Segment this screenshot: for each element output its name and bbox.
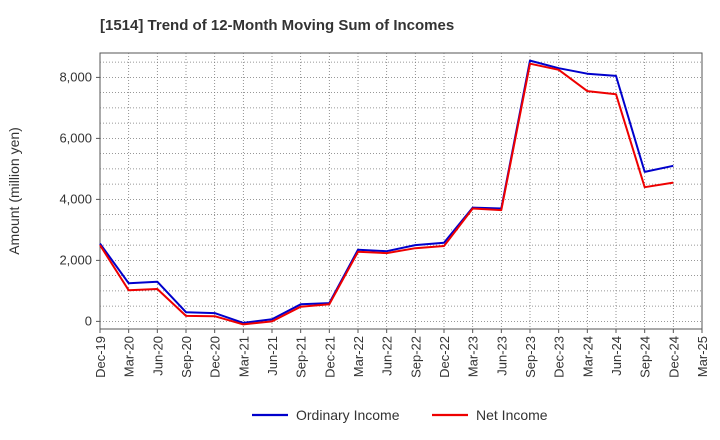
x-tick-label: Dec-21 bbox=[322, 336, 337, 378]
x-tick-label: Mar-25 bbox=[695, 336, 710, 377]
y-tick-label: 0 bbox=[85, 313, 92, 328]
x-tick-label: Jun-20 bbox=[150, 336, 165, 376]
legend-label-net-income: Net Income bbox=[476, 407, 548, 423]
y-tick-label: 8,000 bbox=[59, 69, 92, 84]
x-tick-label: Dec-22 bbox=[437, 336, 452, 378]
y-tick-label: 4,000 bbox=[59, 191, 92, 206]
x-tick-label: Jun-22 bbox=[380, 336, 395, 376]
legend-label-ordinary-income: Ordinary Income bbox=[296, 407, 400, 423]
x-tick-label: Mar-22 bbox=[351, 336, 366, 377]
plot-frame bbox=[99, 52, 703, 330]
x-tick-label: Dec-19 bbox=[93, 336, 108, 378]
series-line-net-income bbox=[99, 62, 674, 326]
x-tick-label: Sep-24 bbox=[638, 336, 653, 378]
x-tick-label: Mar-23 bbox=[466, 336, 481, 377]
x-tick-label: Dec-23 bbox=[552, 336, 567, 378]
x-tick-label: Mar-20 bbox=[122, 336, 137, 377]
series-line-ordinary-income bbox=[99, 59, 674, 324]
y-axis-label: Amount (million yen) bbox=[6, 127, 22, 255]
x-tick-label: Jun-24 bbox=[609, 336, 624, 376]
x-tick-label: Jun-23 bbox=[494, 336, 509, 376]
x-tick-label: Jun-21 bbox=[265, 336, 280, 376]
x-tick-label: Sep-23 bbox=[523, 336, 538, 378]
y-tick-label: 2,000 bbox=[59, 252, 92, 267]
x-tick-label: Sep-20 bbox=[179, 336, 194, 378]
plot-area: 0 2,000 4,000 6,000 8,000 Dec-19 Mar-20 Jun-20 S… bbox=[59, 52, 710, 378]
x-tick-label: Sep-21 bbox=[294, 336, 309, 378]
x-tick-label: Mar-21 bbox=[236, 336, 251, 377]
chart-title: [1514] Trend of 12-Month Moving Sum of I… bbox=[100, 17, 454, 34]
x-tick-label: Dec-24 bbox=[666, 336, 681, 378]
y-tick-label: 6,000 bbox=[59, 130, 92, 145]
x-tick-label: Dec-20 bbox=[208, 336, 223, 378]
legend: Ordinary Income Net Income bbox=[252, 407, 548, 423]
x-tick-label: Mar-24 bbox=[580, 336, 595, 377]
x-tick-label: Sep-22 bbox=[408, 336, 423, 378]
